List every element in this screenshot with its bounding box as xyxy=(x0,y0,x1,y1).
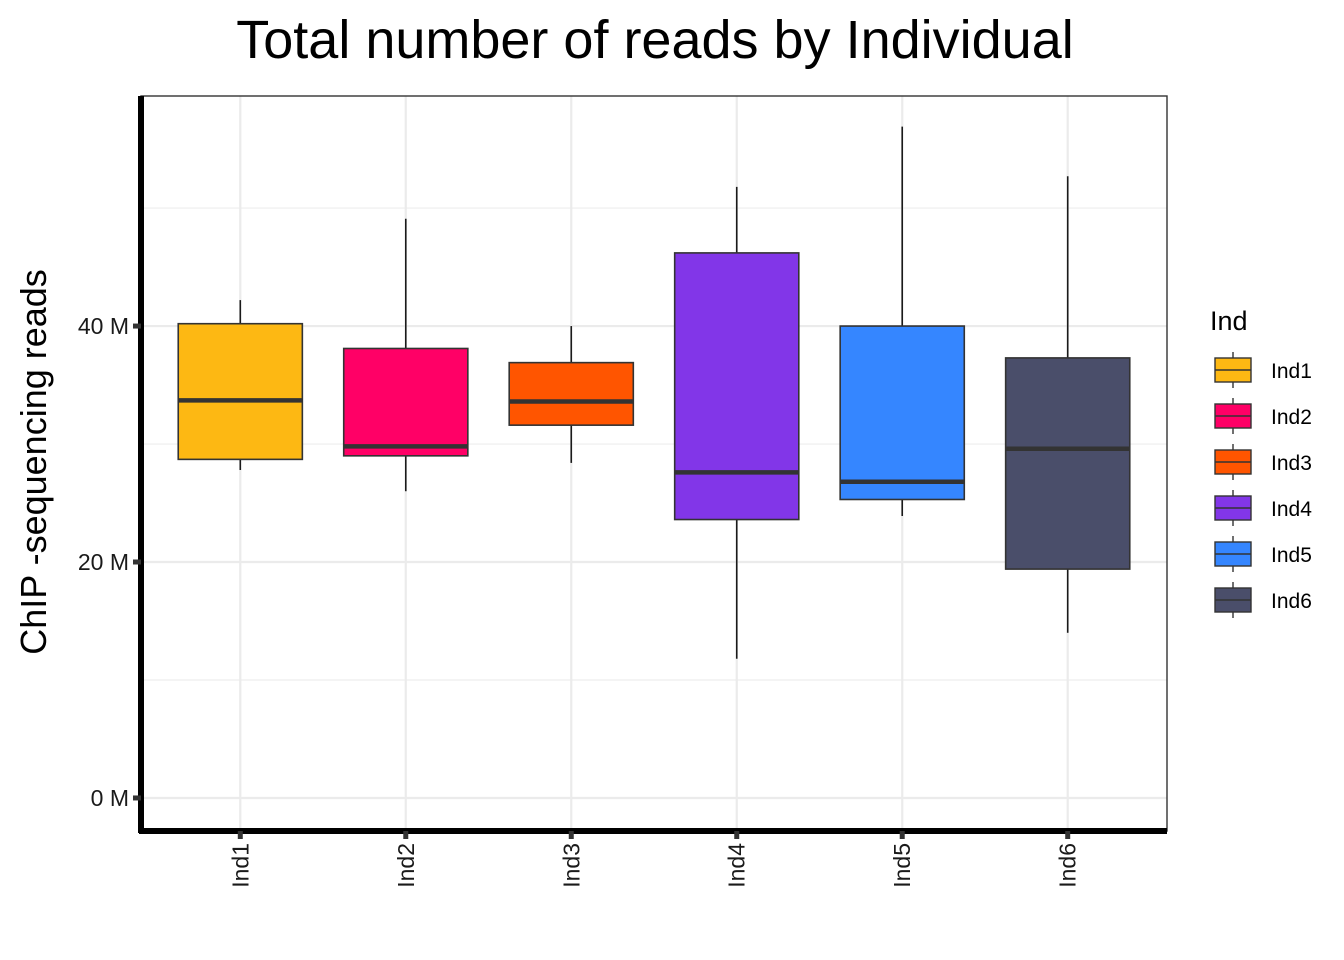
axes: 0 M 20 M 40 M Ind1 Ind2 Ind3 Ind4 Ind5 Ind6 xyxy=(78,96,1167,888)
x-tick-label: Ind4 xyxy=(724,843,750,888)
legend-item: Ind6 xyxy=(1214,582,1312,618)
y-axis-label: ChIP -sequencing reads xyxy=(13,269,54,655)
legend-label: Ind2 xyxy=(1271,406,1312,429)
legend-label: Ind4 xyxy=(1271,498,1312,521)
legend-item: Ind2 xyxy=(1214,398,1312,434)
legend-label: Ind5 xyxy=(1271,544,1312,567)
legend-label: Ind6 xyxy=(1271,590,1312,613)
box-ind6 xyxy=(1004,357,1131,570)
legend-label: Ind3 xyxy=(1271,452,1312,475)
box-ind3 xyxy=(508,361,635,426)
y-tick-label: 20 M xyxy=(78,549,129,575)
chart-title: Total number of reads by Individual xyxy=(236,10,1073,70)
legend-item: Ind1 xyxy=(1214,352,1312,388)
x-tick-label: Ind1 xyxy=(227,843,253,888)
legend-item: Ind3 xyxy=(1214,444,1312,480)
box-ind4 xyxy=(673,252,800,521)
legend: Ind Ind1 Ind2 Ind3 Ind4 Ind5 Ind6 xyxy=(1210,306,1312,618)
box-series xyxy=(177,126,1131,659)
legend-label: Ind1 xyxy=(1271,360,1312,383)
x-tick-label: Ind6 xyxy=(1055,843,1081,888)
x-tick-label: Ind3 xyxy=(558,843,584,888)
legend-item: Ind4 xyxy=(1214,490,1312,526)
plot-panel xyxy=(141,96,1167,831)
box-ind1 xyxy=(177,322,304,461)
y-tick-label: 0 M xyxy=(91,785,129,811)
x-tick-label: Ind5 xyxy=(889,843,915,888)
y-tick-label: 40 M xyxy=(78,313,129,339)
box-ind2 xyxy=(342,347,469,457)
box-ind5 xyxy=(839,325,966,501)
legend-title: Ind xyxy=(1210,306,1248,336)
x-tick-label: Ind2 xyxy=(393,843,419,888)
legend-item: Ind5 xyxy=(1214,536,1312,572)
